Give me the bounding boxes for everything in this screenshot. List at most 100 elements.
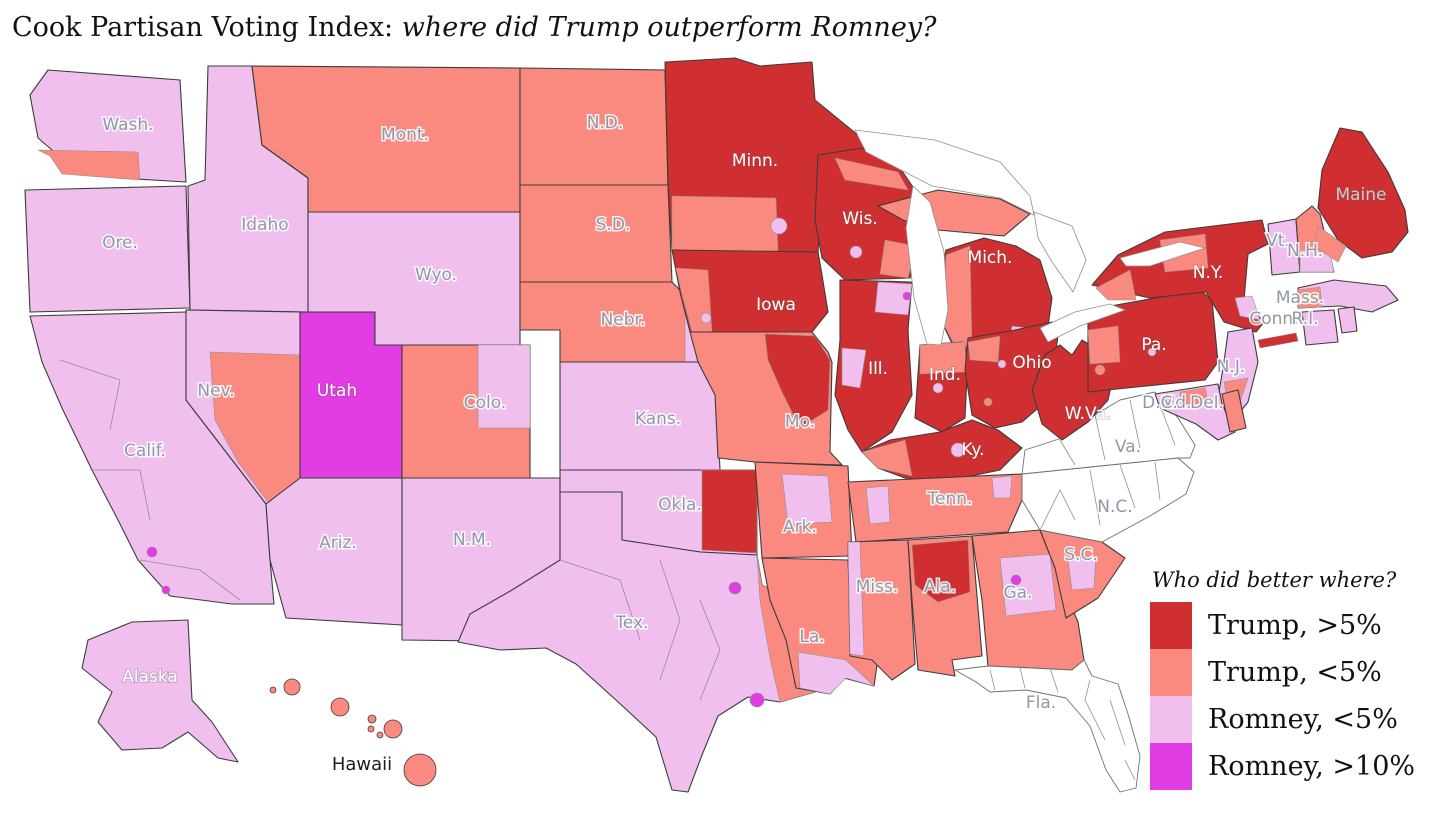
great-lake [1119, 241, 1207, 267]
state-label-FL: Fla. [1026, 693, 1056, 713]
state-label-VA: Va. [1115, 437, 1141, 457]
state-label-LA: La. [799, 627, 824, 647]
district-lines-FL [1019, 667, 1026, 689]
district-patch-MN [671, 195, 779, 253]
district-lines-NC [1119, 464, 1136, 509]
state-label-NC: N.C. [1097, 497, 1132, 517]
district-patch-MD [1179, 387, 1209, 406]
district-patch-WI [834, 157, 909, 191]
district-spot-PA [1094, 364, 1106, 376]
state-label-TN: Tenn. [927, 489, 973, 509]
legend-swatch-trump_gt5 [1150, 602, 1192, 649]
district-lines-NC [1039, 489, 1076, 531]
district-spot-GA [1010, 574, 1022, 586]
state-HI-island [367, 725, 375, 733]
district-patch-KY [861, 439, 913, 477]
state-label-NJ: N.J. [1217, 357, 1246, 377]
state-FL [954, 659, 1141, 793]
district-lines-VA [1129, 399, 1141, 449]
state-label-HI: Hawaii [332, 754, 392, 775]
state-HI-island [330, 697, 350, 717]
district-patch-OH [967, 335, 1001, 363]
district-lines-NC [1089, 469, 1101, 526]
legend-item-trump_gt5: Trump, >5% [1150, 602, 1436, 649]
state-label-CT: Conn. [1249, 309, 1298, 329]
district-spot-TX [728, 581, 742, 595]
state-label-TX: Tex. [614, 613, 648, 633]
district-patch-PA [1087, 325, 1121, 365]
great-lake [1033, 211, 1087, 293]
state-label-KS: Kans. [635, 409, 681, 429]
state-label-CA: Calif. [124, 441, 166, 461]
district-patch-TN [991, 475, 1013, 499]
district-patch-AR [781, 473, 833, 525]
district-lines-VA [1094, 414, 1106, 461]
district-spot-WI [849, 245, 863, 259]
state-label-MA: Mass. [1276, 288, 1324, 308]
district-spot-OH [997, 359, 1007, 369]
state-IA [671, 249, 829, 333]
district-patch-GA [999, 553, 1057, 617]
district-patch-NY [1234, 295, 1261, 321]
district-patch-MO [764, 333, 831, 429]
district-lines-TX [659, 559, 681, 681]
district-patch-IL [874, 281, 913, 316]
state-TN [847, 473, 1023, 543]
state-ME [1317, 127, 1409, 259]
state-label-SC: S.C. [1064, 545, 1097, 565]
state-label-NM: N.M. [453, 530, 491, 550]
district-patch-WI [879, 239, 917, 279]
district-spot-PA [1147, 347, 1157, 357]
district-patch-TN [865, 485, 891, 525]
state-HI-island [403, 753, 437, 787]
state-label-AK: Alaska [122, 667, 178, 687]
state-HI-island [269, 686, 277, 694]
district-patch-MS [847, 541, 865, 657]
state-label-MD: Md. [1161, 393, 1192, 413]
district-lines-TX [699, 599, 721, 701]
state-label-IL: Ill. [868, 359, 888, 379]
district-spot-IL [902, 291, 912, 301]
state-label-IN: Ind. [929, 365, 961, 385]
district-patch-LA [797, 651, 875, 695]
state-label-NH: N.H. [1287, 241, 1323, 261]
district-patch-IL [841, 347, 867, 389]
district-lines-VA [1159, 404, 1176, 446]
state-label-ID: Idaho [241, 215, 288, 235]
district-lines-FL [1109, 699, 1126, 746]
state-label-OR: Ore. [102, 233, 138, 253]
legend-label-romney_gt10: Romney, >10% [1208, 751, 1416, 782]
district-patch-AL [911, 539, 971, 603]
state-label-MO: Mo. [785, 412, 815, 432]
district-spot-IN [932, 382, 944, 394]
state-HI-island [383, 719, 403, 739]
state-label-KY: Ky. [962, 440, 985, 460]
state-label-SD: S.D. [596, 215, 631, 235]
state-label-NE: Nebr. [601, 310, 646, 330]
state-label-PA: Pa. [1141, 335, 1166, 355]
state-label-ND: N.D. [587, 113, 624, 133]
district-spot-CA [146, 546, 158, 558]
district-patch-MA [1297, 286, 1323, 309]
state-label-AZ: Ariz. [319, 533, 357, 553]
district-lines-FL [1084, 679, 1106, 741]
state-label-DC: D.C. [1142, 393, 1178, 413]
state-IL [834, 279, 913, 453]
state-label-UT: Utah [317, 381, 357, 401]
legend-swatch-romney_gt10 [1150, 743, 1192, 790]
state-label-AR: Ark. [783, 517, 817, 537]
district-lines-FL [989, 669, 996, 691]
page-title-emphasis: where did Trump outperform Romney? [401, 12, 937, 43]
district-lines-TX [559, 559, 641, 641]
state-label-MS: Miss. [856, 577, 899, 597]
state-label-ME: Maine [1335, 185, 1386, 205]
lakes-layer [854, 129, 1207, 346]
state-CT [1301, 309, 1339, 346]
legend-item-romney_lt5: Romney, <5% [1150, 696, 1436, 743]
district-patch-NY [1095, 269, 1137, 301]
state-label-WI: Wis. [842, 209, 877, 229]
legend-swatch-romney_lt5 [1150, 696, 1192, 743]
district-spot-KY [950, 442, 966, 458]
